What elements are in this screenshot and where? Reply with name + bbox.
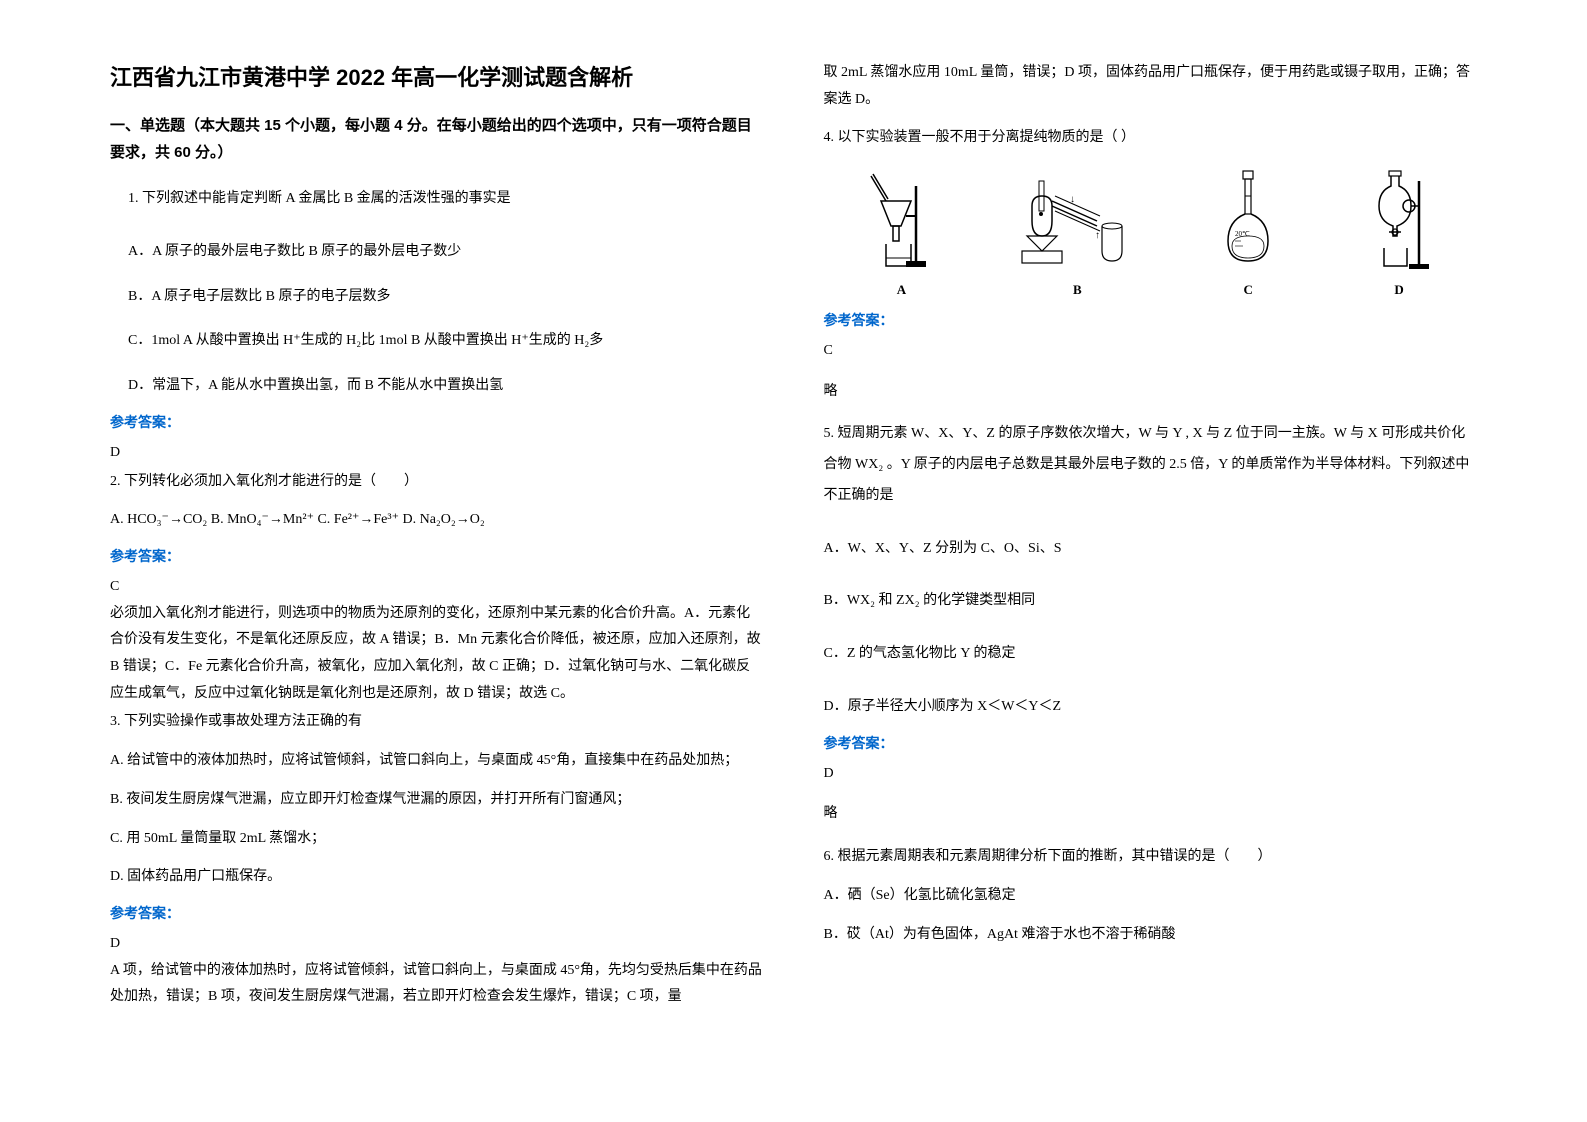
- q3-option-b: B. 夜间发生厨房煤气泄漏，应立即开灯检查煤气泄漏的原因，并打开所有门窗通风；: [110, 785, 764, 816]
- q4-diagrams: A ↓ ↑ B: [824, 166, 1478, 298]
- q4-answer: C: [824, 338, 1478, 365]
- q3-explain-2: 取 2mL 蒸馏水应用 10mL 量筒，错误；D 项，固体药品用广口瓶保存，便于…: [824, 60, 1478, 113]
- q3-answer: D: [110, 931, 764, 958]
- q5-answer-label: 参考答案：: [824, 733, 1478, 753]
- q2-options: A. HCO₃⁻→CO₂ B. MnO₄⁻→Mn²⁺ C. Fe²⁺→Fe³⁺ …: [110, 505, 764, 536]
- q5-option-d: D．原子半径大小顺序为 X＜W＜Y＜Z: [824, 692, 1478, 723]
- q3-option-d: D. 固体药品用广口瓶保存。: [110, 862, 764, 893]
- svg-text:↑: ↑: [1095, 230, 1100, 241]
- q2-answer-label: 参考答案：: [110, 546, 764, 566]
- q1-stem: 1. 下列叙述中能肯定判断 A 金属比 B 金属的活泼性强的事实是: [110, 184, 764, 215]
- distillation-icon: ↓ ↑: [1007, 166, 1147, 276]
- q5-answer: D: [824, 761, 1478, 788]
- page-title: 江西省九江市黄港中学 2022 年高一化学测试题含解析: [110, 60, 764, 92]
- svg-text:↓: ↓: [1070, 194, 1075, 205]
- q1-option-d: D．常温下，A 能从水中置换出氢，而 B 不能从水中置换出氢: [110, 371, 764, 402]
- diagram-c: 20℃ C: [1203, 166, 1293, 298]
- q5-option-b: B．WX₂ 和 ZX₂ 的化学键类型相同: [824, 586, 1478, 617]
- q5-brief: 略: [824, 801, 1478, 828]
- q3-option-a: A. 给试管中的液体加热时，应将试管倾斜，试管口斜向上，与桌面成 45°角，直接…: [110, 746, 764, 777]
- q1-option-c: C．1mol A 从酸中置换出 H⁺生成的 H₂比 1mol B 从酸中置换出 …: [110, 326, 764, 357]
- q2-stem: 2. 下列转化必须加入氧化剂才能进行的是（ ）: [110, 467, 764, 498]
- q3-explain-1: A 项，给试管中的液体加热时，应将试管倾斜，试管口斜向上，与桌面成 45°角，先…: [110, 958, 764, 1011]
- diagram-c-label: C: [1243, 282, 1252, 298]
- q3-option-c: C. 用 50mL 量筒量取 2mL 蒸馏水；: [110, 824, 764, 855]
- q1-answer: D: [110, 440, 764, 467]
- diagram-d-label: D: [1394, 282, 1403, 298]
- separating-funnel-icon: [1349, 166, 1449, 276]
- diagram-d: D: [1349, 166, 1449, 298]
- q2-answer: C: [110, 574, 764, 601]
- q3-answer-label: 参考答案：: [110, 903, 764, 923]
- diagram-b: ↓ ↑ B: [1007, 166, 1147, 298]
- q4-brief: 略: [824, 379, 1478, 406]
- diagram-a: A: [851, 166, 951, 298]
- q4-answer-label: 参考答案：: [824, 310, 1478, 330]
- q5-stem: 5. 短周期元素 W、X、Y、Z 的原子序数依次增大，W 与 Y , X 与 Z…: [824, 419, 1478, 511]
- left-column: 江西省九江市黄港中学 2022 年高一化学测试题含解析 一、单选题（本大题共 1…: [80, 60, 794, 1062]
- q4-stem: 4. 以下实验装置一般不用于分离提纯物质的是（ ）: [824, 123, 1478, 154]
- diagram-a-label: A: [897, 282, 906, 298]
- q1-option-b: B．A 原子电子层数比 B 原子的电子层数多: [110, 282, 764, 313]
- q6-option-b: B．砹（At）为有色固体，AgAt 难溶于水也不溶于稀硝酸: [824, 920, 1478, 951]
- right-column: 取 2mL 蒸馏水应用 10mL 量筒，错误；D 项，固体药品用广口瓶保存，便于…: [794, 60, 1508, 1062]
- q2-explain: 必须加入氧化剂才能进行，则选项中的物质为还原剂的变化，还原剂中某元素的化合价升高…: [110, 601, 764, 707]
- q3-stem: 3. 下列实验操作或事故处理方法正确的有: [110, 707, 764, 738]
- diagram-b-label: B: [1073, 282, 1082, 298]
- filtration-icon: [851, 166, 951, 276]
- svg-text:20℃: 20℃: [1235, 230, 1250, 238]
- q5-option-c: C．Z 的气态氢化物比 Y 的稳定: [824, 639, 1478, 670]
- volumetric-flask-icon: 20℃: [1203, 166, 1293, 276]
- q5-option-a: A．W、X、Y、Z 分别为 C、O、Si、S: [824, 534, 1478, 565]
- q6-option-a: A．硒（Se）化氢比硫化氢稳定: [824, 881, 1478, 912]
- q1-answer-label: 参考答案：: [110, 412, 764, 432]
- q6-stem: 6. 根据元素周期表和元素周期律分析下面的推断，其中错误的是（ ）: [824, 842, 1478, 873]
- section-header: 一、单选题（本大题共 15 个小题，每小题 4 分。在每小题给出的四个选项中，只…: [110, 112, 764, 166]
- q1-option-a: A．A 原子的最外层电子数比 B 原子的最外层电子数少: [110, 237, 764, 268]
